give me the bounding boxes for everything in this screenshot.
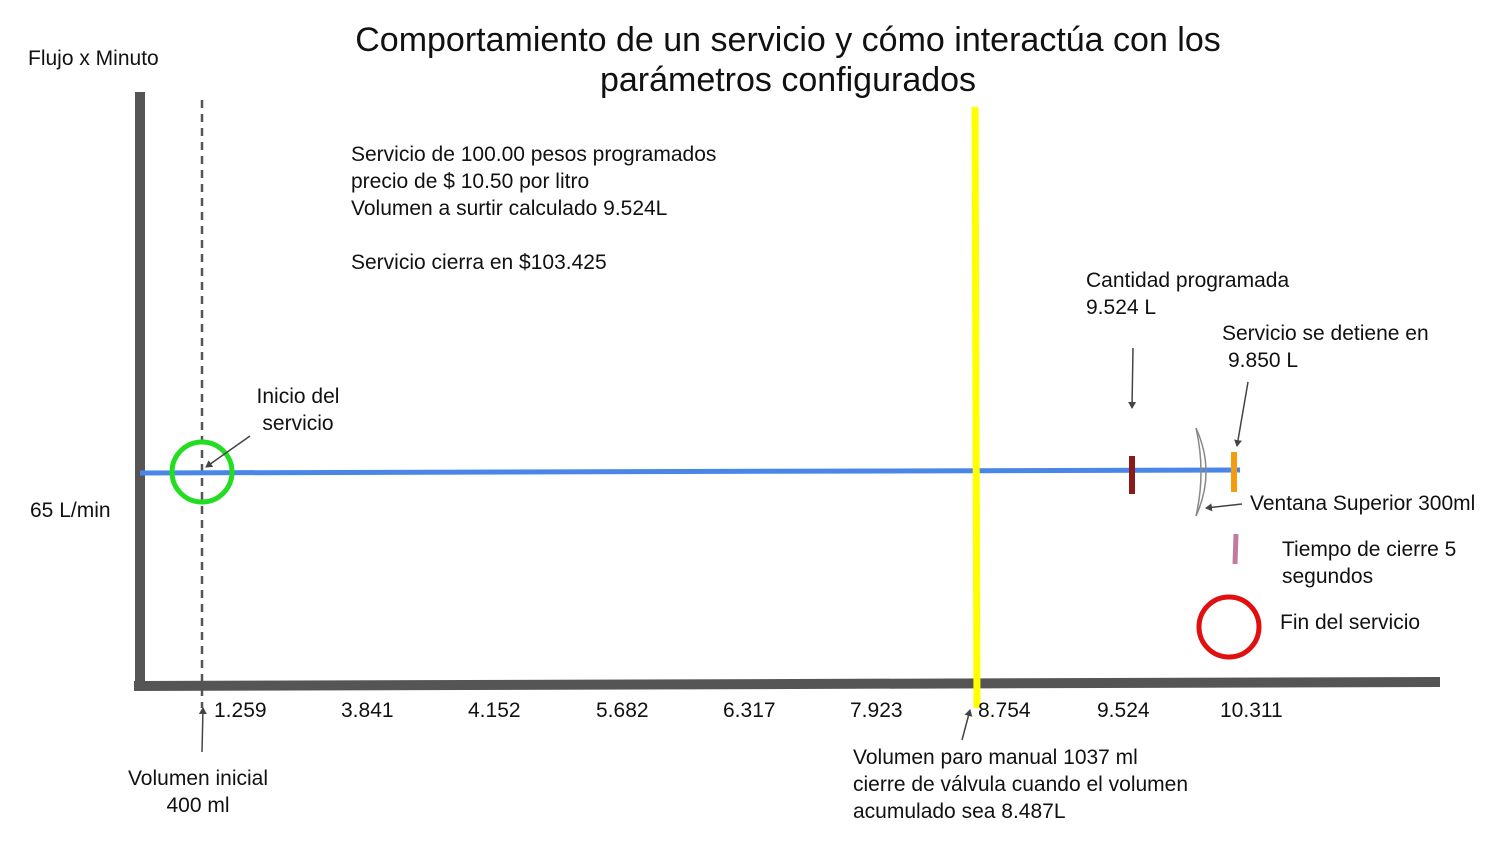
legend-tiempo: Tiempo de cierre 5 segundos xyxy=(1282,536,1456,590)
legend-tiempo-line-2: segundos xyxy=(1282,565,1374,588)
closing-time-marker xyxy=(1232,533,1239,565)
service-info: Servicio de 100.00 pesos programados pre… xyxy=(351,141,716,276)
ventana-arrow xyxy=(1205,503,1243,512)
paro-manual-label: Volumen paro manual 1037 ml cierre de vá… xyxy=(853,744,1188,825)
y-axis-label: Flujo x Minuto xyxy=(28,47,159,70)
paro-manual-line-2: cierre de válvula cuando el volumen xyxy=(853,773,1189,796)
cantidad-arrow xyxy=(1128,347,1137,409)
upper-window-bracket-inner xyxy=(1195,427,1202,517)
x-tick-label: 4.152 xyxy=(468,699,521,722)
paro-arrow xyxy=(961,709,973,741)
title-line-1: Comportamiento de un servicio y cómo int… xyxy=(355,21,1221,59)
flow-rate-label: 65 L/min xyxy=(30,499,111,522)
x-tick-label: 1.259 xyxy=(214,699,267,722)
volumen-inicial-line-1: Volumen inicial xyxy=(127,767,269,790)
upper-window-bracket xyxy=(1195,427,1207,517)
paro-manual-line-1: Volumen paro manual 1037 ml xyxy=(853,746,1138,769)
x-tick-label: 6.317 xyxy=(723,699,776,722)
x-tick-label: 3.841 xyxy=(341,699,394,722)
inicio-label-line-1: Inicio del xyxy=(256,385,340,408)
paro-manual-line-3: acumulado sea 8.487L xyxy=(853,800,1066,823)
service-info-line-1: Servicio de 100.00 pesos programados xyxy=(351,143,717,166)
diagram-title: Comportamiento de un servicio y cómo int… xyxy=(218,20,1358,100)
x-axis xyxy=(133,677,1441,691)
x-tick-label: 10.311 xyxy=(1220,699,1283,722)
cantidad-label-line-2: 9.524 L xyxy=(1086,296,1157,319)
detiene-arrow xyxy=(1234,381,1249,447)
manual-stop-line xyxy=(971,106,981,709)
legend-tiempo-line-1: Tiempo de cierre 5 xyxy=(1282,538,1457,561)
inicio-arrow xyxy=(205,435,251,468)
x-tick-label: 7.923 xyxy=(850,699,903,722)
service-info-line-3: Volumen a surtir calculado 9.524L xyxy=(351,197,668,220)
detiene-label: Servicio se detiene en 9.850 L xyxy=(1222,320,1429,374)
service-info-line-4: Servicio cierra en $103.425 xyxy=(351,251,607,274)
volumen-inicial-arrow xyxy=(198,707,207,753)
x-tick-label: 8.754 xyxy=(978,699,1031,722)
detiene-label-line-1: Servicio se detiene en xyxy=(1222,322,1429,345)
start-circle xyxy=(169,439,235,505)
inicio-label-line-2: servicio xyxy=(262,412,334,435)
service-info-line-2: precio de $ 10.50 por litro xyxy=(351,170,590,193)
end-circle xyxy=(1196,594,1262,660)
legend-ventana: Ventana Superior 300ml xyxy=(1250,492,1476,515)
inicio-label: Inicio del servicio xyxy=(248,383,348,437)
flow-rate-line xyxy=(139,467,1241,476)
title-line-2: parámetros configurados xyxy=(599,61,977,100)
volumen-inicial-line-2: 400 ml xyxy=(166,794,230,817)
x-tick-label: 9.524 xyxy=(1097,699,1150,722)
x-tick-label: 5.682 xyxy=(596,699,649,722)
volumen-inicial-label: Volumen inicial 400 ml xyxy=(112,765,284,819)
legend-fin: Fin del servicio xyxy=(1280,611,1421,634)
cantidad-label-line-1: Cantidad programada xyxy=(1086,269,1290,292)
detiene-label-line-2: 9.850 L xyxy=(1228,349,1299,372)
cantidad-label: Cantidad programada 9.524 L xyxy=(1086,267,1289,321)
